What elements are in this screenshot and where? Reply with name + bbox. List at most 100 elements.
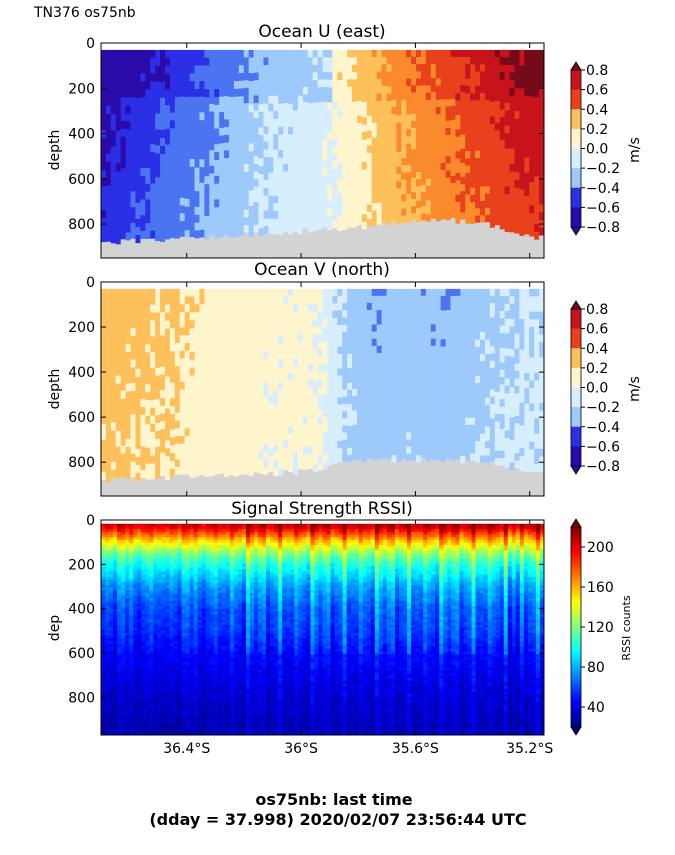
heatmap-cell — [302, 371, 309, 380]
heatmap-cell — [519, 189, 525, 198]
heatmap-cell — [337, 49, 343, 58]
heatmap-cell — [440, 85, 447, 93]
heatmap-cell — [347, 454, 353, 463]
heatmap-cell — [317, 387, 324, 396]
heatmap-cell — [243, 466, 250, 476]
heatmap-cell — [115, 211, 122, 221]
heatmap-cell — [322, 94, 329, 103]
heatmap-cell — [465, 360, 471, 369]
heatmap-cell — [381, 85, 388, 94]
heatmap-cell — [273, 118, 279, 128]
heatmap-cell — [396, 210, 402, 219]
heatmap-cell — [356, 174, 363, 183]
heatmap-cell — [219, 404, 225, 413]
heatmap-cell — [174, 97, 181, 106]
heatmap-cell — [278, 421, 284, 430]
heatmap-cell — [524, 334, 530, 343]
colorbar-segment — [571, 187, 581, 208]
heatmap-cell — [204, 406, 210, 415]
heatmap-cell — [420, 450, 427, 459]
heatmap-cell — [509, 409, 516, 418]
heatmap-cell — [332, 198, 338, 207]
heatmap-cell — [204, 437, 210, 447]
colorbar-segment — [571, 387, 581, 408]
heatmap-cell — [307, 141, 314, 150]
heatmap-cell — [386, 181, 393, 190]
heatmap-cell — [243, 202, 250, 211]
heatmap-cell — [425, 71, 432, 80]
heatmap-cell — [519, 402, 525, 411]
heatmap-cell — [381, 338, 388, 346]
heatmap-cell — [504, 110, 511, 119]
heatmap-cell — [219, 458, 225, 467]
heatmap-cell — [489, 396, 496, 405]
bottom-mask — [366, 458, 373, 496]
heatmap-cell — [519, 417, 525, 427]
heatmap-cell — [529, 326, 535, 336]
heatmap-cell — [489, 205, 496, 214]
heatmap-cell — [268, 211, 274, 220]
heatmap-cell — [332, 361, 338, 370]
heatmap-cell — [292, 327, 299, 336]
heatmap-cell — [238, 49, 245, 59]
bottom-mask — [125, 478, 132, 496]
heatmap-cell — [169, 390, 176, 399]
heatmap-cell — [337, 79, 343, 89]
heatmap-cell — [529, 403, 535, 412]
heatmap-cell — [113, 635, 118, 639]
heatmap-cell — [263, 57, 269, 66]
heatmap-cell — [135, 90, 141, 99]
heatmap-cell — [401, 295, 407, 304]
heatmap-cell — [115, 106, 122, 116]
heatmap-cell — [105, 177, 112, 187]
heatmap-cell — [435, 71, 442, 79]
heatmap-cell — [278, 57, 284, 66]
heatmap-cell — [366, 302, 373, 311]
heatmap-cell — [117, 632, 122, 637]
heatmap-cell — [381, 121, 388, 130]
heatmap-cell — [494, 188, 501, 197]
heatmap-cell — [337, 170, 343, 179]
heatmap-cell — [150, 328, 156, 337]
heatmap-cell — [504, 370, 511, 379]
heatmap-cell — [105, 717, 110, 722]
bottom-mask — [411, 220, 417, 258]
heatmap-cell — [130, 199, 137, 208]
heatmap-cell — [219, 229, 225, 238]
heatmap-cell — [302, 168, 309, 178]
heatmap-cell — [194, 406, 201, 415]
heatmap-cell — [135, 65, 141, 75]
heatmap-cell — [169, 222, 176, 231]
heatmap-cell — [519, 173, 525, 183]
heatmap-cell — [455, 129, 461, 138]
heatmap-cell — [494, 79, 501, 87]
heatmap-cell — [499, 184, 506, 193]
heatmap-cell — [470, 453, 476, 462]
heatmap-cell — [366, 309, 373, 318]
heatmap-cell — [209, 219, 215, 229]
heatmap-cell — [253, 418, 260, 428]
heatmap-cell — [406, 288, 412, 297]
heatmap-cell — [105, 704, 110, 708]
heatmap-cell — [288, 365, 294, 374]
heatmap-cell — [268, 141, 274, 151]
heatmap-cell — [174, 159, 181, 169]
heatmap-cell — [115, 367, 122, 377]
heatmap-cell — [376, 180, 383, 189]
bottom-mask — [317, 470, 324, 496]
heatmap-cell — [420, 99, 427, 108]
heatmap-cell — [371, 79, 378, 87]
heatmap-cell — [371, 100, 378, 109]
heatmap-cell — [312, 102, 319, 111]
heatmap-cell — [101, 384, 107, 393]
heatmap-cell — [263, 65, 269, 74]
heatmap-cell — [110, 211, 117, 220]
heatmap-cell — [371, 374, 378, 383]
heatmap-cell — [174, 120, 181, 130]
heatmap-cell — [460, 78, 466, 86]
heatmap-cell — [524, 457, 530, 466]
heatmap-cell — [347, 79, 353, 88]
heatmap-cell — [475, 165, 481, 173]
heatmap-cell — [470, 86, 476, 94]
